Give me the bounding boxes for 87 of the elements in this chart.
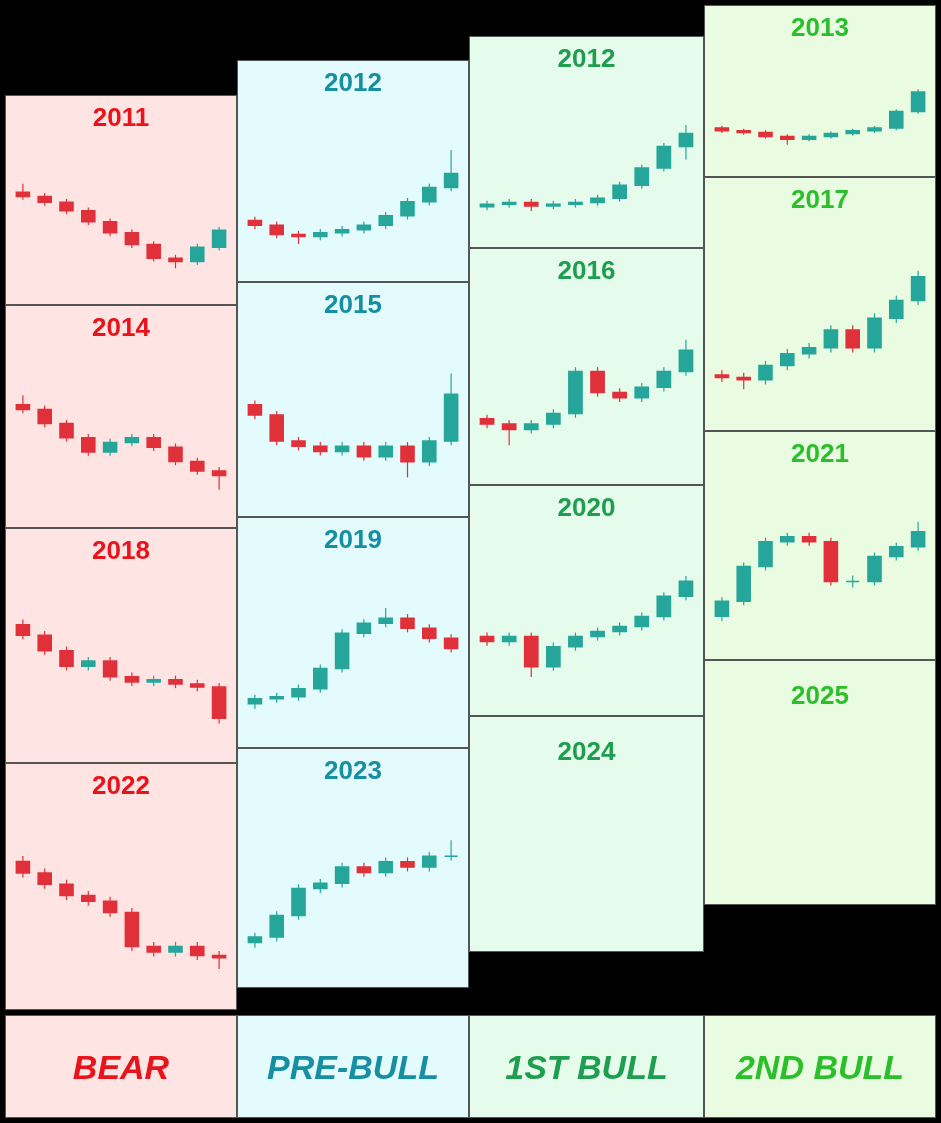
candlestick	[59, 419, 74, 443]
candlestick	[678, 339, 694, 377]
panel-card: 2024	[469, 716, 704, 952]
candlestick	[15, 855, 31, 879]
candlestick	[146, 240, 161, 263]
candlestick	[81, 433, 96, 457]
candlestick	[823, 324, 839, 354]
candlestick	[612, 181, 628, 203]
candlestick	[422, 623, 437, 643]
candlestick	[102, 896, 118, 918]
candlestick	[37, 405, 52, 428]
panel-card: 1ST BULL	[469, 1015, 704, 1118]
candlestick	[678, 575, 694, 601]
candlestick	[422, 183, 437, 207]
candlestick	[634, 163, 650, 190]
candlestick	[678, 124, 694, 160]
candlestick	[378, 856, 393, 878]
chart-title: 2018	[92, 535, 150, 565]
candlestick	[37, 630, 52, 656]
candlestick	[422, 436, 437, 467]
panel-card: 2025	[704, 660, 936, 905]
candlestick	[910, 270, 926, 306]
chart-title: 2022	[92, 770, 150, 800]
candlestick	[889, 108, 904, 131]
candlestick	[634, 382, 650, 403]
candlestick	[656, 142, 672, 173]
candlestick	[545, 642, 561, 672]
candlestick	[568, 631, 583, 652]
candlestick	[124, 228, 140, 249]
candlestick	[334, 862, 350, 889]
candlestick	[910, 521, 926, 552]
candlestick	[656, 591, 672, 622]
candlestick	[378, 607, 393, 628]
chart-title: 2021	[791, 438, 849, 468]
candlestick	[845, 324, 860, 354]
chart-title: 2012	[324, 67, 382, 97]
candlestick	[545, 408, 561, 429]
candlestick	[443, 839, 459, 862]
candlestick	[378, 441, 393, 462]
candlestick	[59, 879, 74, 901]
candlestick	[334, 225, 350, 238]
candlestick	[15, 394, 31, 414]
chart-title: 2016	[557, 255, 616, 285]
candlestick	[37, 867, 52, 890]
candlestick	[400, 441, 415, 479]
candlestick	[590, 366, 605, 398]
panel-card: PRE-BULL	[237, 1015, 469, 1118]
candlestick	[656, 366, 672, 393]
chart-title: 2014	[92, 312, 151, 342]
chart-title: 2012	[557, 43, 616, 73]
candlestick	[102, 656, 118, 682]
candlestick	[400, 197, 415, 221]
candlestick	[910, 88, 926, 115]
candlestick	[714, 596, 730, 622]
panel-card: 2ND BULL	[704, 1015, 936, 1118]
candlestick	[15, 183, 31, 201]
candlestick	[190, 243, 205, 266]
chart-title: 2011	[92, 102, 150, 132]
chart-title: 2013	[791, 12, 849, 42]
chart-title: 2023	[324, 755, 382, 785]
candlestick	[780, 348, 795, 371]
candlestick	[190, 941, 205, 961]
candlestick	[211, 466, 227, 491]
candlestick	[269, 910, 284, 942]
candlestick	[211, 226, 227, 252]
candlestick	[168, 442, 183, 466]
candlestick	[801, 532, 817, 547]
chart-title: 2020	[557, 492, 616, 522]
candlestick	[714, 369, 730, 383]
candlestick	[889, 295, 904, 324]
candlestick	[758, 360, 773, 386]
panel-card: BEAR	[5, 1015, 237, 1118]
chart-title: 2019	[324, 524, 382, 554]
candlestick	[443, 149, 459, 192]
candlestick	[313, 663, 328, 694]
candlestick	[443, 633, 459, 654]
candlestick	[356, 441, 372, 462]
candlestick	[501, 419, 517, 446]
candlestick	[247, 399, 263, 420]
candlestick	[356, 618, 372, 638]
candlestick	[59, 645, 74, 672]
candlestick	[400, 613, 415, 633]
candlestick	[634, 611, 650, 632]
candlestick	[15, 618, 31, 640]
chart-title: 2017	[791, 184, 849, 214]
chart-title: 2015	[324, 289, 382, 319]
candlestick	[422, 851, 437, 872]
